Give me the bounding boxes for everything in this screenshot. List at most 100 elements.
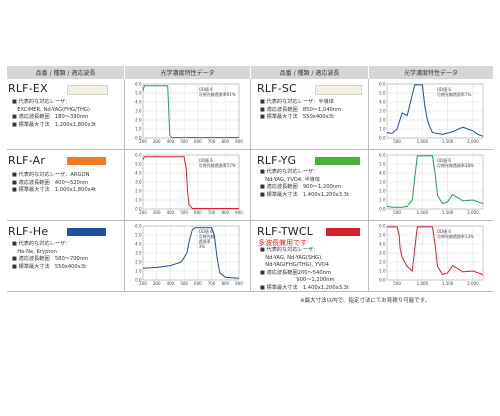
spec-line: Nd-YAG, Nd-YAG(SHG), (260, 254, 323, 261)
chart-annotation: 透過率 (199, 238, 211, 244)
x-tick-label: 500 (393, 139, 401, 144)
x-tick-label: 800 (221, 210, 229, 215)
y-tick-label: 1.0 (135, 268, 142, 273)
spec-line: 900〜1,200nm (260, 277, 335, 284)
y-tick-label: 6.0 (135, 152, 142, 157)
x-tick-label: 800 (221, 281, 229, 286)
plot-frame (142, 154, 240, 210)
x-tick-label: 1,000 (417, 139, 429, 144)
spec-line: ■ 標準最大寸法 1,200x1,800x3t (12, 121, 97, 128)
od-series-line (142, 227, 240, 279)
spec-line: ■ 適応波長範囲 580〜700nm (12, 256, 89, 263)
y-tick-label: 0.0 (135, 206, 142, 211)
x-tick-label: 500 (180, 139, 188, 144)
x-tick-label: 1,000 (417, 210, 429, 215)
header-label: 品番 / 種類 / 適応波長 (279, 70, 340, 77)
spec-line: ■ 適応波長範囲 180〜390nm (12, 114, 89, 121)
y-tick-label: 2.0 (135, 188, 142, 193)
x-tick-label: 400 (167, 210, 175, 215)
y-tick-label: 2.0 (379, 259, 386, 264)
spec-line: ■ 適応波長範囲 400〜520nm (12, 179, 89, 186)
header-chart-left: 光学濃度特性データ (125, 66, 250, 79)
product-name: RLF-TWCL (257, 225, 314, 238)
y-tick-label: 1.0 (135, 126, 142, 131)
header-product-right: 品番 / 種類 / 適応波長 (251, 66, 368, 79)
divider (124, 79, 125, 292)
od-series-line (387, 226, 484, 276)
od-chart-rlf-ex: 0.0 1.0 2.0 3.0 4.0 5.0 6.0 200 300 400 500 600 700 8… (129, 81, 243, 146)
chart-svg: 0.0 1.0 2.0 3.0 4.0 5.0 6.0 200 300 400 500 600 700 8… (135, 152, 243, 215)
chart-annotation: OD値 6 (199, 157, 213, 163)
x-tick-label: 1,000 (417, 281, 429, 286)
x-tick-label: 300 (153, 210, 161, 215)
x-tick-label: 400 (167, 281, 175, 286)
spec-line: ■ 適応波長範囲 900〜1,200nm (260, 184, 342, 191)
chart-annotation: OD値 6 (437, 228, 451, 234)
y-tick-label: 0.0 (135, 277, 142, 282)
od-chart-rlf-sc: 0.0 1.0 2.0 3.0 4.0 5.0 6.0 500 1,000 1,500 2,000 O… (373, 81, 485, 146)
color-swatch (315, 85, 362, 95)
x-tick-label: 500 (393, 210, 401, 215)
chart-annotation: 可視光線透過率38% (437, 162, 474, 168)
y-tick-label: 1.0 (379, 126, 386, 131)
y-tick-label: 4.0 (379, 99, 386, 104)
chart-annotation: 可視光線透過率57% (199, 162, 236, 168)
y-tick-label: 6.0 (135, 81, 142, 86)
spec-line: Nd-YAG(FHG/THG), YVO4 (260, 262, 329, 269)
plot-frame (386, 154, 484, 210)
x-tick-label: 200 (139, 281, 147, 286)
x-tick-label: 1,500 (442, 210, 454, 215)
x-tick-label: 1,500 (442, 281, 454, 286)
x-tick-label: 700 (208, 210, 216, 215)
spec-line: ■ 適応波長範囲200〜540nm (260, 269, 332, 276)
header-product-left: 品番 / 種類 / 適応波長 (7, 66, 124, 79)
color-swatch (326, 228, 360, 236)
header-label: 光学濃度特性データ (403, 70, 458, 77)
x-tick-label: 600 (194, 210, 202, 215)
spec-line: ■ 代表的な対応レーザ：半導体 (260, 99, 334, 105)
x-tick-label: 300 (153, 281, 161, 286)
color-swatch (67, 157, 106, 165)
chart-annotation: OD値 6 (199, 228, 213, 234)
x-tick-label: 2,000 (467, 281, 479, 286)
header-label: 品番 / 種類 / 適応波長 (35, 70, 96, 77)
y-tick-label: 0.0 (135, 135, 142, 140)
spec-line: ■ 標準最大寸法 550x400x3t (260, 114, 335, 121)
chart-svg: 0.0 1.0 2.0 3.0 4.0 5.0 6.0 200 300 400 500 600 700 8… (135, 81, 243, 144)
y-tick-label: 2.0 (379, 117, 386, 122)
y-tick-label: 5.0 (379, 232, 386, 237)
y-tick-label: 4.0 (379, 241, 386, 246)
spec-list: ■ 代表的な対応レーザ： He-Ne, Krypton ■ 適応波長範囲 580… (12, 241, 88, 271)
y-tick-label: 3.0 (379, 250, 386, 255)
chart-annotation: 可視光線透過率13% (437, 233, 474, 239)
color-swatch (67, 85, 108, 95)
spec-list: ■ 代表的な対応レーザ：ARGON ■ 適応波長範囲 400〜520nm ■ 標… (12, 172, 96, 195)
product-name: RLF-Ar (8, 154, 46, 167)
x-tick-label: 600 (194, 139, 202, 144)
header-chart-right: 光学濃度特性データ (369, 66, 493, 79)
spec-line: ■ 標準最大寸法 550x400x3t (12, 263, 87, 270)
y-tick-label: 6.0 (379, 81, 386, 86)
chart-svg: 0.0 1.0 2.0 3.0 4.0 5.0 6.0 500 1,000 1,500 2,000 O… (379, 81, 484, 144)
y-tick-label: 4.0 (379, 170, 386, 175)
product-name: RLF-He (8, 225, 49, 238)
spec-list: ■ 代表的な対応レーザ： EXCIMER, Nd-YAG(FHG/THG) ■ … (12, 99, 96, 129)
spec-list: ■ 代表的な対応レーザ： Nd-YAG, YVO4, 半導体 ■ 適応波長範囲 … (260, 169, 349, 199)
chart-annotation: OD値 6 (199, 86, 213, 92)
y-tick-label: 3.0 (379, 108, 386, 113)
chart-annotation: 可視光線透過率91% (199, 91, 236, 97)
divider (7, 149, 493, 150)
od-series-line (142, 156, 239, 210)
x-tick-label: 200 (139, 210, 147, 215)
divider (7, 291, 493, 292)
x-tick-label: 800 (221, 139, 229, 144)
x-tick-label: 500 (180, 281, 188, 286)
y-tick-label: 3.0 (379, 179, 386, 184)
chart-annotation: 可視光線透過率7% (437, 91, 472, 97)
spec-list: ■ 代表的な対応レーザ：半導体 ■ 適応波長範囲 850〜1,040nm ■ 標… (260, 99, 341, 122)
y-tick-label: 5.0 (379, 90, 386, 95)
y-tick-label: 6.0 (379, 223, 386, 228)
divider (368, 79, 369, 292)
y-tick-label: 0.0 (379, 277, 386, 282)
x-tick-label: 500 (393, 281, 401, 286)
